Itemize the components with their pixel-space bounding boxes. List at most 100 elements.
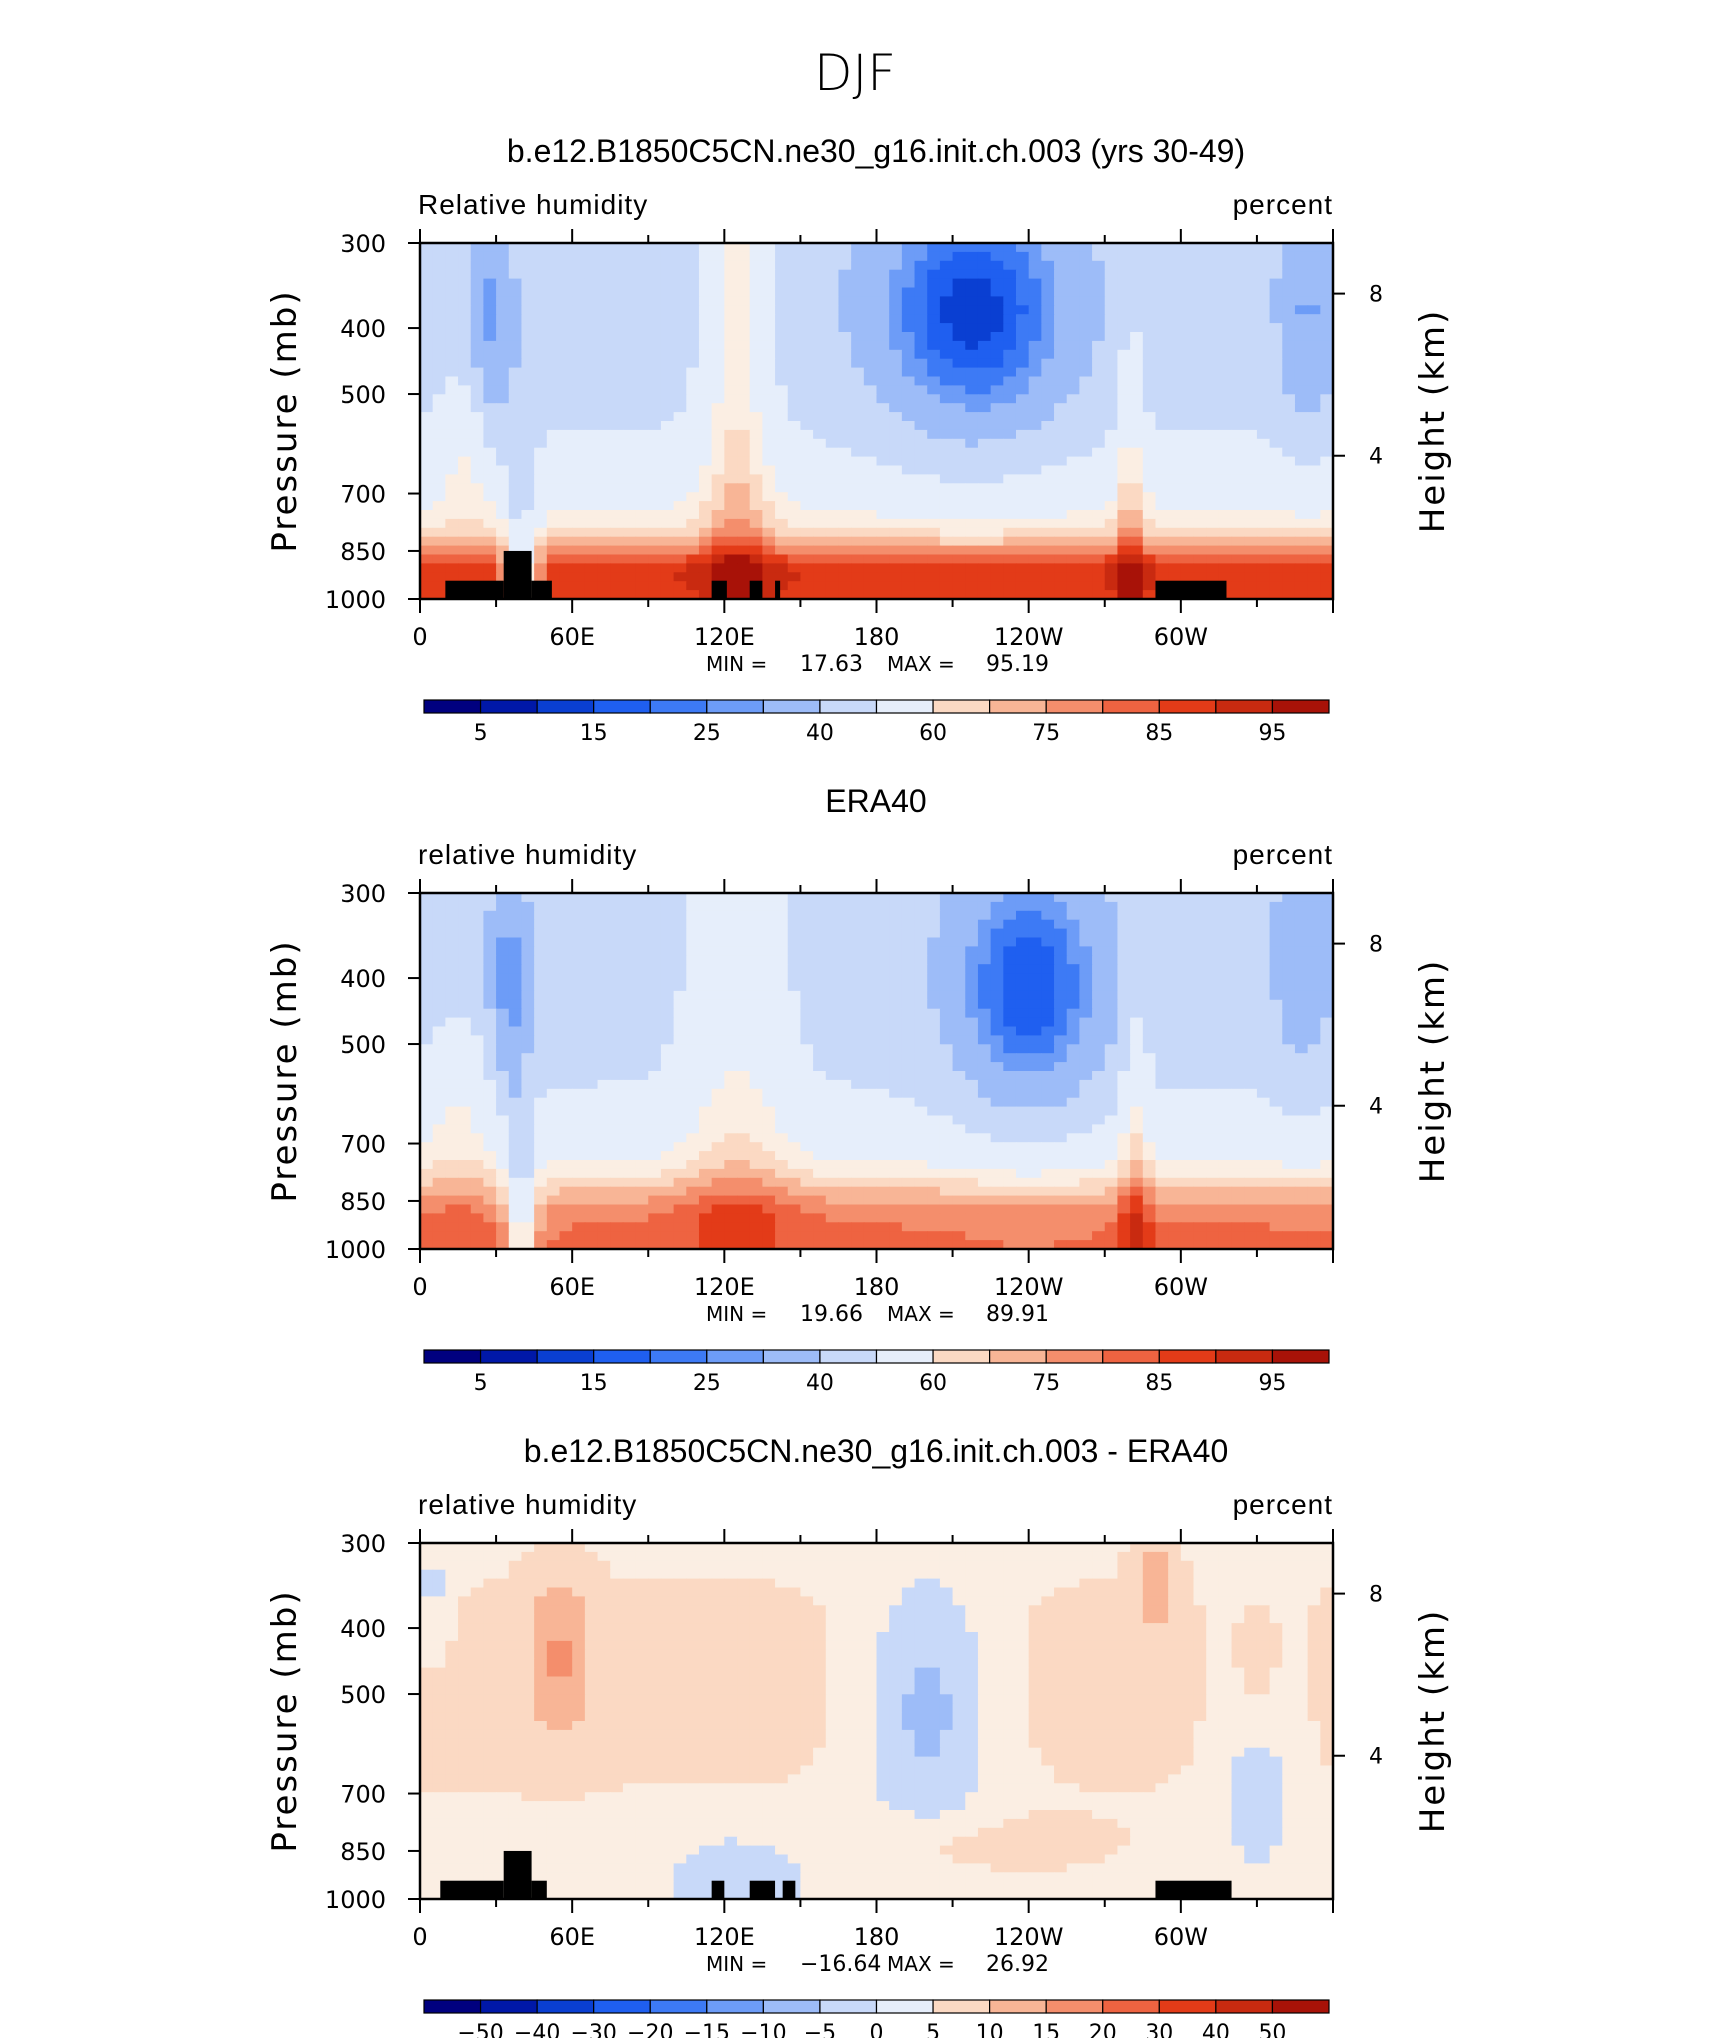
heatmap-cell [1155,439,1168,449]
heatmap-cell [1105,359,1118,369]
heatmap-cell [889,955,902,965]
heatmap-cell [1041,368,1054,378]
heatmap-cell [737,1053,750,1063]
heatmap-cell [1181,955,1194,965]
heatmap-cell [1270,403,1283,413]
heatmap-cell [1194,572,1207,582]
heatmap-cell [889,1071,902,1081]
heatmap-cell [1143,1089,1156,1099]
heatmap-cell [1079,929,1092,939]
heatmap-cell [1041,1027,1054,1037]
heatmap-cell [1092,341,1105,351]
heatmap-cell [420,243,433,253]
heatmap-cell [471,385,484,395]
heatmap-cell [1003,1107,1016,1117]
heatmap-cell [458,1009,471,1019]
heatmap-cell [1244,412,1257,422]
heatmap-cell [1320,1116,1333,1126]
heatmap-cell [623,403,636,413]
heatmap-cell [965,955,978,965]
heatmap-cell [1295,412,1308,422]
heatmap-cell [902,1098,915,1108]
heatmap-cell [1041,1044,1054,1054]
heatmap-cell [889,563,902,573]
heatmap-cell [864,510,877,520]
heatmap-cell [800,1044,813,1054]
heatmap-cell [509,252,522,262]
heatmap-cell [788,421,801,431]
heatmap-cell [800,946,813,956]
heatmap-cell [1270,929,1283,939]
heatmap-cell [1194,457,1207,467]
heatmap-cell [496,1053,509,1063]
heatmap-cell [674,1098,687,1108]
heatmap-cell [1270,1000,1283,1010]
heatmap-cell [1244,1062,1257,1072]
heatmap-cell [813,1062,826,1072]
heatmap-cell [674,946,687,956]
heatmap-cell [1054,439,1067,449]
heatmap-cell [661,1018,674,1028]
heatmap-cell [509,296,522,306]
heatmap-cell [1308,377,1321,387]
heatmap-cell [1155,501,1168,511]
heatmap-cell [737,314,750,324]
heatmap-cell [1041,279,1054,289]
heatmap-cell [1105,1124,1118,1134]
heatmap-cell [534,1027,547,1037]
heatmap-cell [1282,1053,1295,1063]
heatmap-cell [1079,483,1092,493]
heatmap-cell [559,1133,572,1143]
heatmap-cell [1079,1027,1092,1037]
heatmap-cell [1270,528,1283,538]
heatmap-cell [851,973,864,983]
heatmap-cell [750,982,763,992]
heatmap-cell [851,563,864,573]
heatmap-cell [737,377,750,387]
heatmap-cell [1320,1098,1333,1108]
heatmap-cell [534,457,547,467]
heatmap-cell [851,368,864,378]
heatmap-cell [724,252,737,262]
heatmap-cell [1282,929,1295,939]
heatmap-cell [610,341,623,351]
heatmap-cell [1079,973,1092,983]
heatmap-cell [1092,991,1105,1001]
heatmap-cell [1079,403,1092,413]
heatmap-cell [496,1000,509,1010]
heatmap-cell [877,964,890,974]
heatmap-cell [420,466,433,476]
heatmap-cell [1320,261,1333,271]
heatmap-cell [547,439,560,449]
heatmap-cell [1130,991,1143,1001]
heatmap-cell [496,1062,509,1072]
heatmap-cell [636,1107,649,1117]
heatmap-cell [1029,1009,1042,1019]
heatmap-cell [712,430,725,440]
heatmap-cell [598,546,611,556]
heatmap-cell [585,394,598,404]
heatmap-cell [1282,1080,1295,1090]
heatmap-cell [433,332,446,342]
heatmap-cell [661,457,674,467]
heatmap-cell [445,252,458,262]
heatmap-cell [889,474,902,484]
heatmap-cell [1092,501,1105,511]
colorbar-box [650,700,707,713]
heatmap-cell [1282,955,1295,965]
heatmap-cell [750,555,763,565]
heatmap-cell [674,1133,687,1143]
heatmap-cell [547,1133,560,1143]
heatmap-cell [1181,528,1194,538]
heatmap-cell [915,893,928,903]
heatmap-cell [1143,483,1156,493]
heatmap-cell [1155,385,1168,395]
y-tick-right-label: 8 [1369,283,1383,308]
heatmap-cell [623,359,636,369]
heatmap-cell [1244,270,1257,280]
heatmap-cell [1092,421,1105,431]
heatmap-cell [1282,938,1295,948]
heatmap-cell [1320,1071,1333,1081]
heatmap-cell [1308,1044,1321,1054]
heatmap-cell [1130,243,1143,253]
